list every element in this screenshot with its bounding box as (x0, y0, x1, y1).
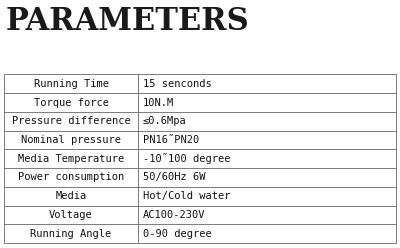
Text: Running Angle: Running Angle (30, 229, 112, 239)
Text: ≤0.6Mpa: ≤0.6Mpa (143, 116, 186, 126)
Text: Nominal pressure: Nominal pressure (21, 135, 121, 145)
Text: Power consumption: Power consumption (18, 172, 124, 183)
Text: Pressure difference: Pressure difference (12, 116, 130, 126)
Text: Hot/Cold water: Hot/Cold water (143, 191, 230, 201)
Text: Media: Media (55, 191, 87, 201)
Text: -10˜100 degree: -10˜100 degree (143, 153, 230, 164)
Text: PARAMETERS: PARAMETERS (6, 6, 250, 37)
Bar (4, 74, 396, 243)
Text: 10N.M: 10N.M (143, 97, 174, 107)
Text: 50/60Hz 6W: 50/60Hz 6W (143, 172, 205, 183)
Text: Voltage: Voltage (49, 210, 93, 220)
Text: 0-90 degree: 0-90 degree (143, 229, 212, 239)
Text: Media Temperature: Media Temperature (18, 154, 124, 164)
Text: 15 senconds: 15 senconds (143, 79, 212, 89)
Text: AC100-230V: AC100-230V (143, 210, 205, 220)
Text: PN16˜PN20: PN16˜PN20 (143, 135, 199, 145)
Text: Running Time: Running Time (34, 79, 108, 89)
Text: Torque force: Torque force (34, 97, 108, 107)
